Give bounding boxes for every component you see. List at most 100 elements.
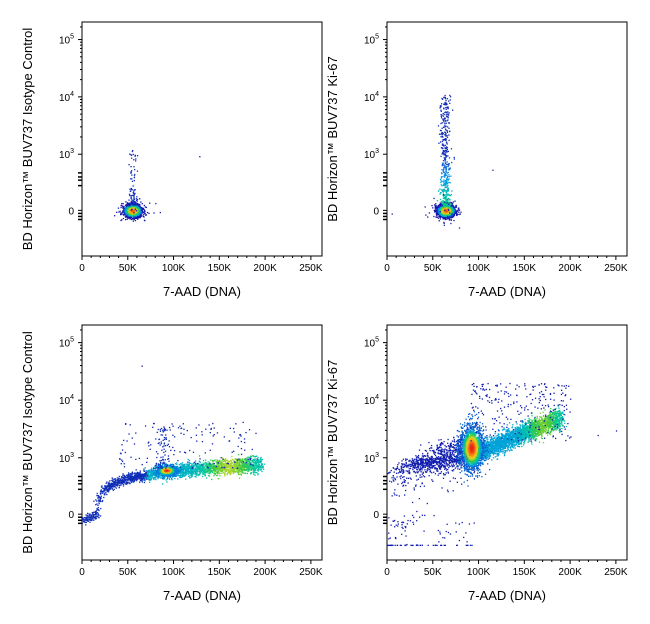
event-point [157,474,159,476]
event-point [451,204,453,206]
event-point [137,477,140,479]
event-point [143,481,146,484]
event-point [446,202,448,204]
event-point [203,469,206,471]
event-point [260,456,262,459]
event-point [142,215,144,218]
event-point [133,203,136,205]
event-point [442,215,444,217]
event-point [443,169,445,171]
event-point [441,114,443,116]
event-point [243,464,245,466]
event-point [202,469,204,472]
event-point [243,465,245,468]
event-point [445,108,447,111]
event-point [181,474,184,477]
event-point [132,215,135,217]
event-point [125,208,127,210]
event-point [123,211,126,213]
event-point [241,466,243,468]
event-point [179,465,182,468]
event-point [131,208,133,210]
x-tick-label: 200K [558,263,582,274]
event-point [442,206,445,209]
event-point [130,178,132,180]
event-point [447,212,450,215]
event-point [448,112,450,114]
event-point [137,217,139,219]
event-point [140,477,142,479]
event-point [456,211,458,213]
event-point [444,173,447,175]
event-point [133,179,136,182]
event-point [451,212,454,214]
event-point [140,214,142,216]
event-point [136,479,138,482]
event-point [125,201,127,203]
event-point [97,497,99,499]
event-point [442,164,445,166]
event-point [136,210,138,213]
event-point [441,127,443,129]
event-point [440,206,443,209]
event-point [118,482,121,484]
event-point [453,206,455,209]
event-point [143,208,145,211]
event-point [447,111,449,113]
event-point [98,503,100,505]
event-point [444,180,446,182]
event-point [129,215,131,217]
y-axis-title: BD Horizon™ BUV737 Ki-67 [325,56,340,221]
event-point [88,518,90,521]
event-point [250,455,252,457]
event-point [129,153,131,155]
event-point [197,474,199,477]
event-point [108,481,110,484]
event-point [448,216,450,218]
event-point [118,475,120,478]
event-point [139,471,141,474]
event-point [447,193,449,195]
event-point [184,469,186,471]
event-point [448,194,450,196]
event-point [450,211,452,214]
event-point [131,189,133,191]
event-point [435,209,438,212]
event-point [442,203,444,205]
event-point [446,129,448,132]
event-point [114,479,117,481]
event-point [252,459,254,461]
event-point [440,136,442,138]
event-point [215,470,217,472]
event-point [253,465,255,467]
event-point [131,202,133,204]
event-point [444,104,446,106]
event-point [224,460,226,462]
event-point [244,469,246,471]
event-point [94,517,96,519]
event-point [130,480,132,482]
event-point [440,208,442,210]
event-point [443,212,445,214]
event-point [233,465,235,467]
event-point [452,207,454,209]
event-point [131,210,134,213]
event-point [454,209,457,211]
event-point [439,193,441,195]
x-tick-label: 250K [299,567,323,578]
event-point [442,197,445,200]
event-point [242,472,244,474]
event-point [191,475,193,478]
event-point [444,180,446,183]
event-point [450,207,452,209]
event-point [442,200,444,202]
event-point [441,132,443,134]
event-point [204,473,206,475]
event-point [117,207,120,209]
event-point [181,465,183,467]
event-point [440,215,443,217]
event-point [133,191,135,193]
event-point [248,459,250,462]
event-point [441,207,444,210]
